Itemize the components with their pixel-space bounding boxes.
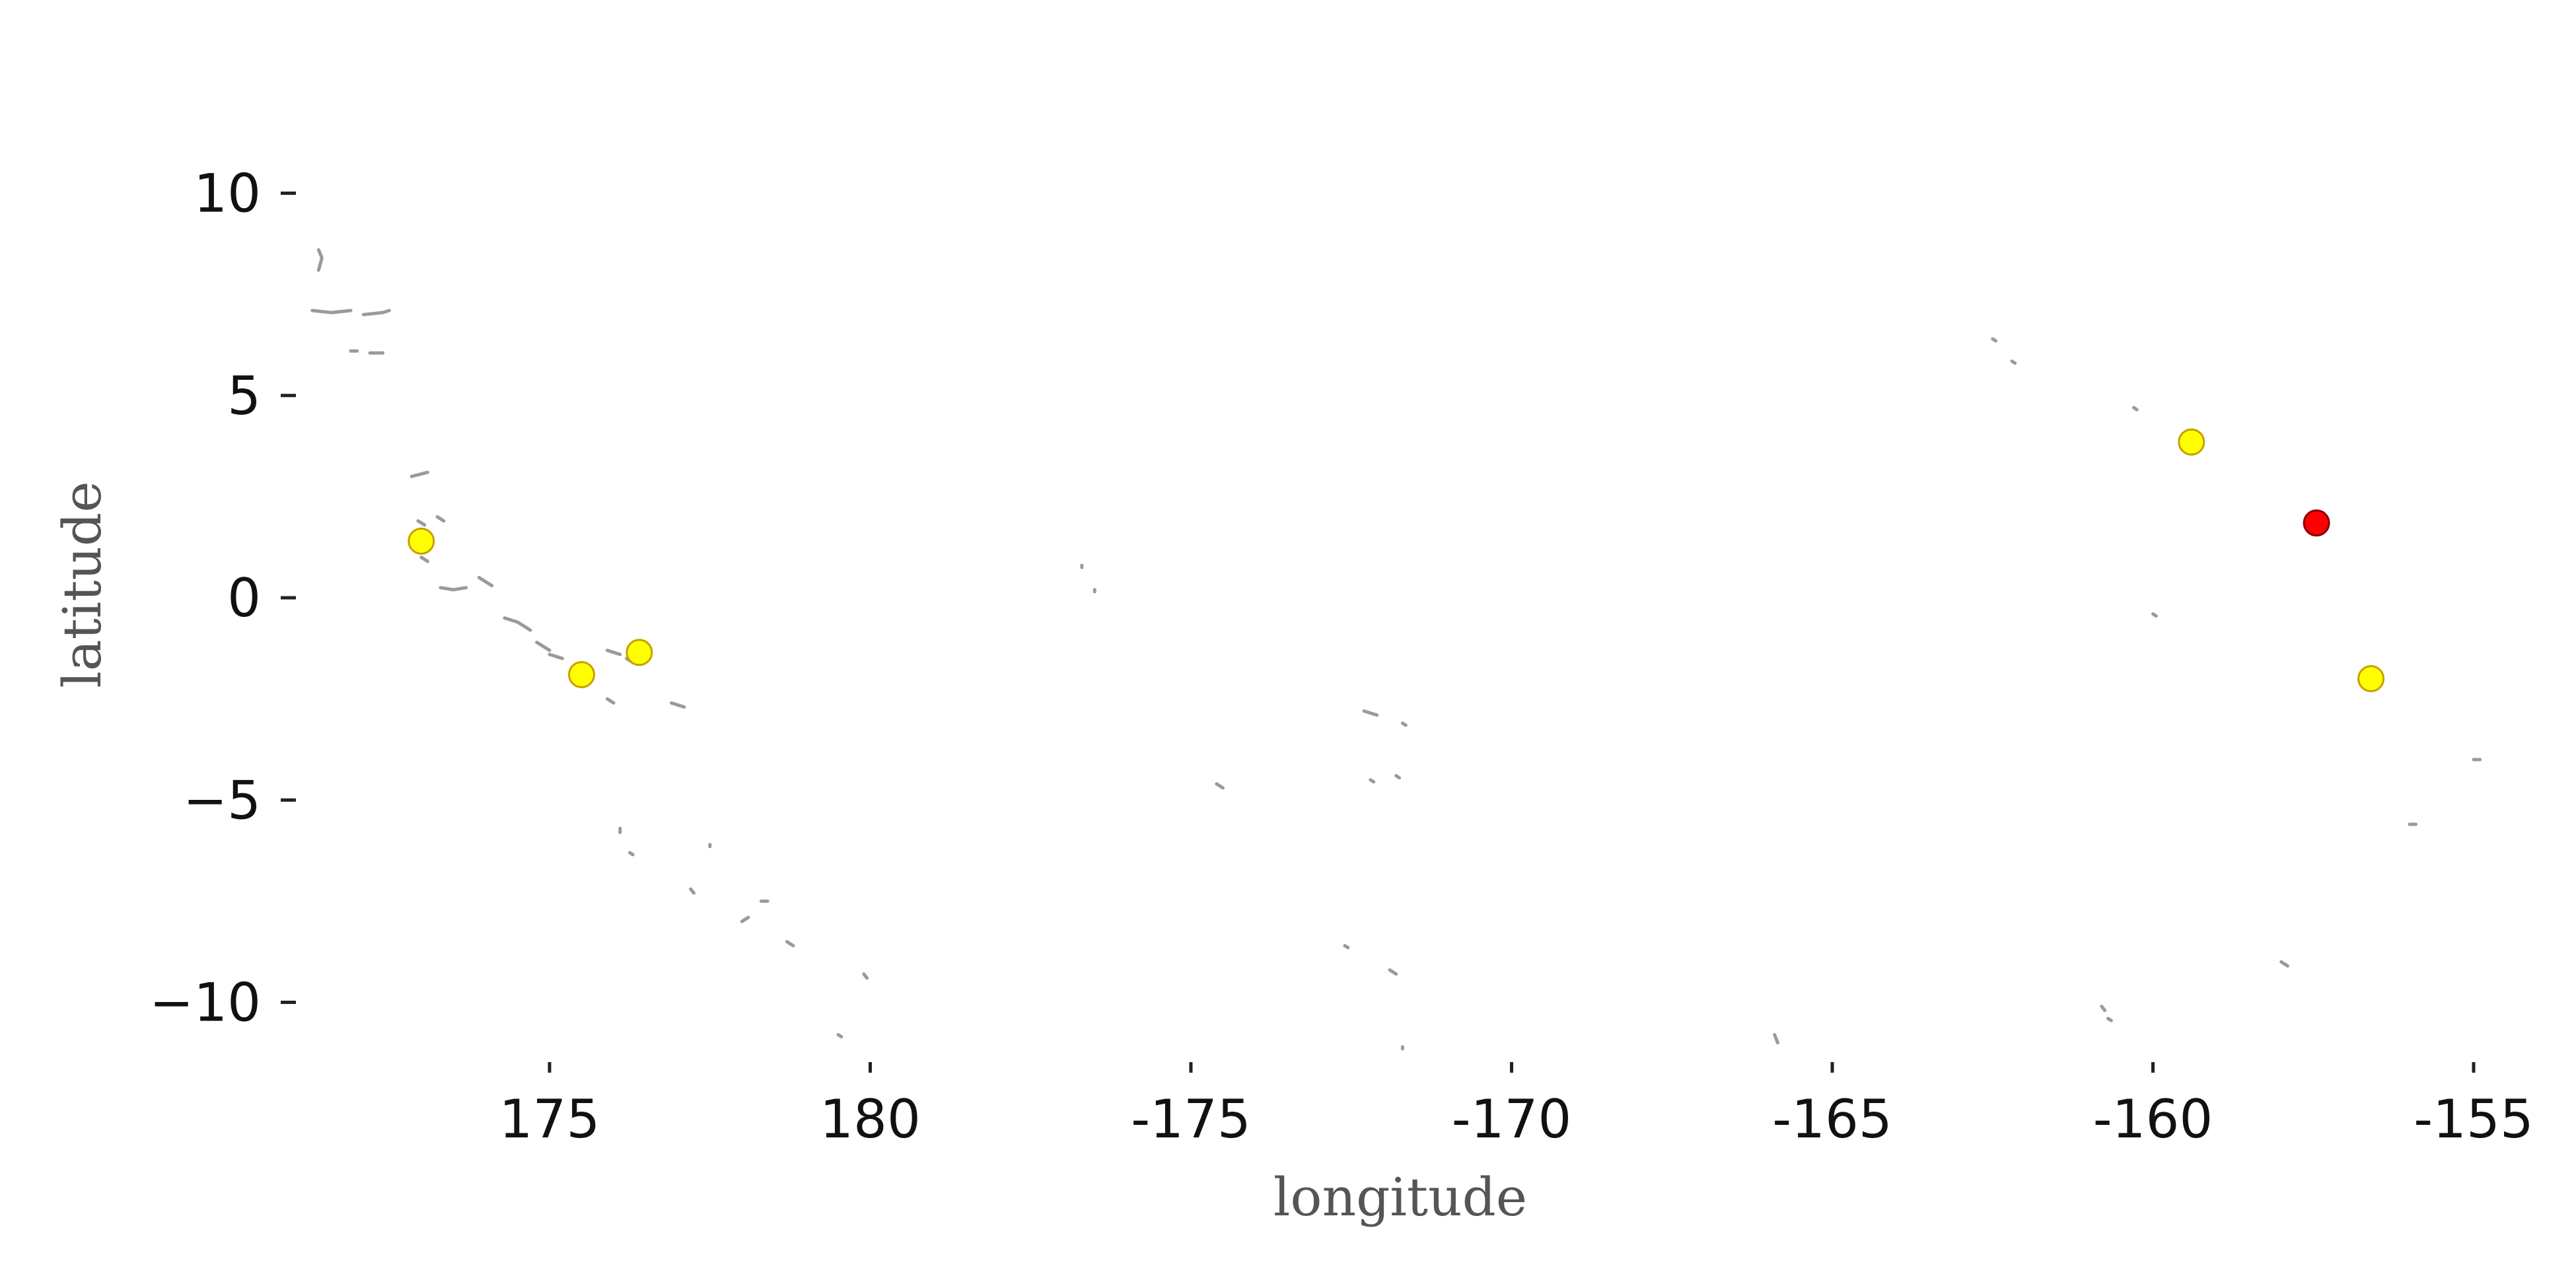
island-outline [439, 586, 468, 592]
island-outline [548, 653, 564, 661]
island-outline [836, 1033, 843, 1039]
island-outlines [310, 248, 2482, 1051]
island-outline [670, 701, 686, 709]
x-tick-label: 175 [499, 1089, 600, 1150]
x-tick-label: -165 [1772, 1089, 1892, 1150]
island-outline [1400, 721, 1408, 727]
island-outline [310, 308, 353, 314]
y-axis-title: latitude [52, 481, 113, 688]
y-tick-label: 0 [227, 567, 261, 629]
scatter-point [408, 527, 435, 555]
x-axis-title: longitude [1273, 1166, 1527, 1228]
island-outline [1991, 337, 1998, 343]
island-outline [2131, 406, 2139, 411]
island-outline [605, 697, 616, 705]
scatter-point [2357, 665, 2385, 692]
island-outline [1388, 968, 1398, 976]
x-tick-label: -155 [2414, 1089, 2534, 1150]
y-tick-label: 10 [194, 163, 261, 225]
island-outline [862, 972, 869, 980]
island-outline [2279, 960, 2289, 968]
island-outline [435, 515, 446, 523]
island-outline [1394, 774, 1402, 780]
island-outline [1215, 782, 1225, 790]
x-tick-label: -170 [1452, 1089, 1572, 1150]
island-outline [740, 915, 750, 923]
island-outline [410, 470, 429, 478]
island-outline [605, 649, 622, 657]
island-outline [361, 308, 391, 316]
island-outline [689, 887, 696, 895]
data-points [408, 428, 2385, 692]
y-axis: 10 5 0 −5 −10 [149, 163, 296, 1034]
island-outline [627, 851, 635, 857]
island-outline [1343, 944, 1350, 950]
x-axis: 175 180 -175 -170 -165 -160 -155 [499, 1062, 2534, 1150]
island-outline [2010, 359, 2017, 365]
island-outline [503, 616, 532, 632]
island-outline [419, 555, 429, 563]
island-outline [1773, 1033, 1779, 1045]
island-outline [2100, 1005, 2107, 1013]
scatter-point [2303, 509, 2330, 537]
island-outline [1369, 778, 1376, 784]
island-outline [316, 248, 324, 272]
island-outline [785, 940, 795, 948]
scatter-point [568, 661, 595, 688]
island-outline [2106, 1017, 2113, 1022]
x-tick-label: 180 [820, 1089, 921, 1150]
island-outline [2151, 612, 2158, 618]
y-tick-label: −5 [183, 769, 261, 831]
scatter-point [626, 639, 653, 666]
island-outline [535, 640, 552, 653]
island-outline [1362, 709, 1379, 717]
island-outline [416, 519, 427, 527]
island-outline [477, 575, 494, 588]
y-tick-label: −10 [149, 972, 261, 1034]
y-tick-label: 5 [227, 365, 261, 427]
scatter-point [2178, 428, 2205, 456]
x-tick-label: -175 [1131, 1089, 1251, 1150]
x-tick-label: -160 [2093, 1089, 2213, 1150]
